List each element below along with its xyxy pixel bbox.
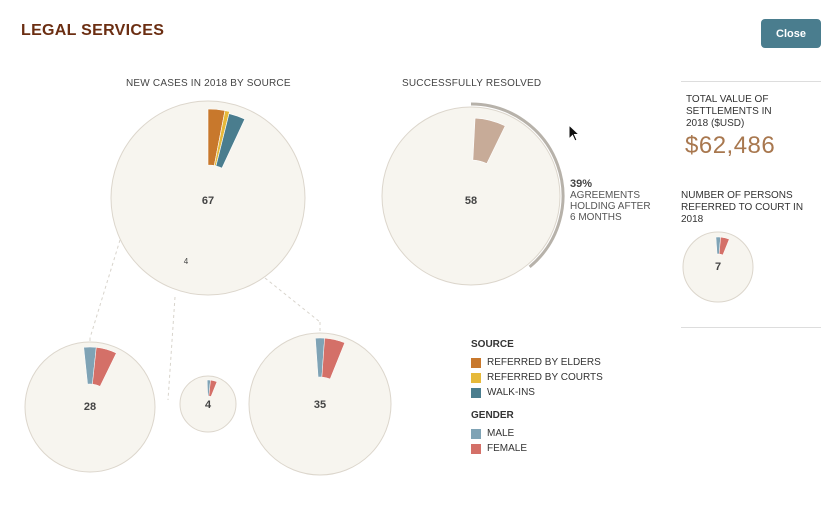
agreements-label-line-3: 6 MONTHS: [570, 212, 622, 223]
wedge-walkins: [215, 113, 246, 169]
settlements-label-line-3: 2018 ($USD): [686, 118, 745, 129]
new-cases-total: 67: [202, 195, 214, 207]
new-cases-small-count: 4: [184, 257, 189, 266]
elders-bubble[interactable]: 28: [24, 341, 156, 473]
agreements-arc: [470, 102, 565, 269]
legend-swatch-male: [471, 428, 481, 439]
agreements-label-line-2: HOLDING AFTER: [570, 201, 651, 212]
elders-total: 28: [84, 401, 96, 413]
close-button[interactable]: Close: [761, 19, 821, 48]
agreements-label-line-1: AGREEMENTS: [570, 190, 641, 201]
legend-swatch-elders: [471, 357, 481, 368]
legend-source-title: SOURCE: [471, 339, 514, 350]
court-referrals-total: 7: [715, 261, 721, 273]
court-referrals-label-line-3: 2018: [681, 214, 704, 225]
legend-swatch-courts: [471, 372, 481, 383]
settlements-label: TOTAL VALUE OF SETTLEMENTS IN 2018 ($USD…: [686, 94, 772, 130]
wedge-referrals-female: [718, 236, 730, 256]
courts-total: 4: [205, 399, 212, 411]
new-cases-bubble[interactable]: 67 4: [110, 98, 306, 296]
walkins-bubble[interactable]: 35: [248, 332, 392, 476]
agreements-percent: 39%: [570, 178, 593, 190]
legend: SOURCE REFERRED BY ELDERS REFERRED BY CO…: [471, 339, 603, 456]
legend-label-elders: REFERRED BY ELDERS: [487, 357, 601, 368]
wedge-elders-female: [92, 347, 117, 387]
divider-bottom: [681, 327, 821, 328]
page-title: LEGAL SERVICES: [21, 22, 165, 39]
legend-item-elders: REFERRED BY ELDERS: [471, 355, 603, 370]
wedge-courts-female: [208, 379, 218, 397]
court-referrals-label: NUMBER OF PERSONS REFERRED TO COURT IN 2…: [681, 190, 803, 226]
legend-label-female: FEMALE: [487, 443, 528, 454]
court-referrals-bubble[interactable]: 7: [682, 231, 754, 303]
agreements-annotation: 39% AGREEMENTS HOLDING AFTER 6 MONTHS: [570, 178, 651, 224]
settlements-label-line-1: TOTAL VALUE OF: [686, 94, 769, 105]
wedge-courts: [213, 110, 230, 167]
legend-swatch-walkins: [471, 387, 481, 398]
legend-label-courts: REFERRED BY COURTS: [487, 372, 603, 383]
legend-item-walkins: WALK-INS: [471, 385, 603, 400]
wedge-resolved: [472, 117, 506, 165]
legend-item-female: FEMALE: [471, 441, 603, 456]
resolved-bubble[interactable]: 58: [381, 102, 565, 286]
legend-gender-title: GENDER: [471, 410, 514, 421]
courts-bubble[interactable]: 4: [179, 375, 237, 433]
court-referrals-label-line-1: NUMBER OF PERSONS: [681, 190, 793, 201]
legend-item-male: MALE: [471, 426, 603, 441]
settlements-label-line-2: SETTLEMENTS IN: [686, 106, 772, 117]
mouse-cursor-icon: [568, 124, 581, 142]
resolved-heading: SUCCESSFULLY RESOLVED: [402, 78, 542, 89]
legend-label-walkins: WALK-INS: [487, 387, 535, 398]
legend-label-male: MALE: [487, 428, 515, 439]
walkins-total: 35: [314, 399, 326, 411]
court-referrals-label-line-2: REFERRED TO COURT IN: [681, 202, 804, 213]
resolved-total: 58: [465, 195, 477, 207]
settlements-value: $62,486: [685, 132, 776, 159]
divider-top: [681, 81, 821, 82]
legend-swatch-female: [471, 443, 481, 454]
legend-item-courts: REFERRED BY COURTS: [471, 370, 603, 385]
wedge-walkins-female: [321, 337, 346, 380]
new-cases-heading: NEW CASES IN 2018 BY SOURCE: [126, 78, 291, 89]
